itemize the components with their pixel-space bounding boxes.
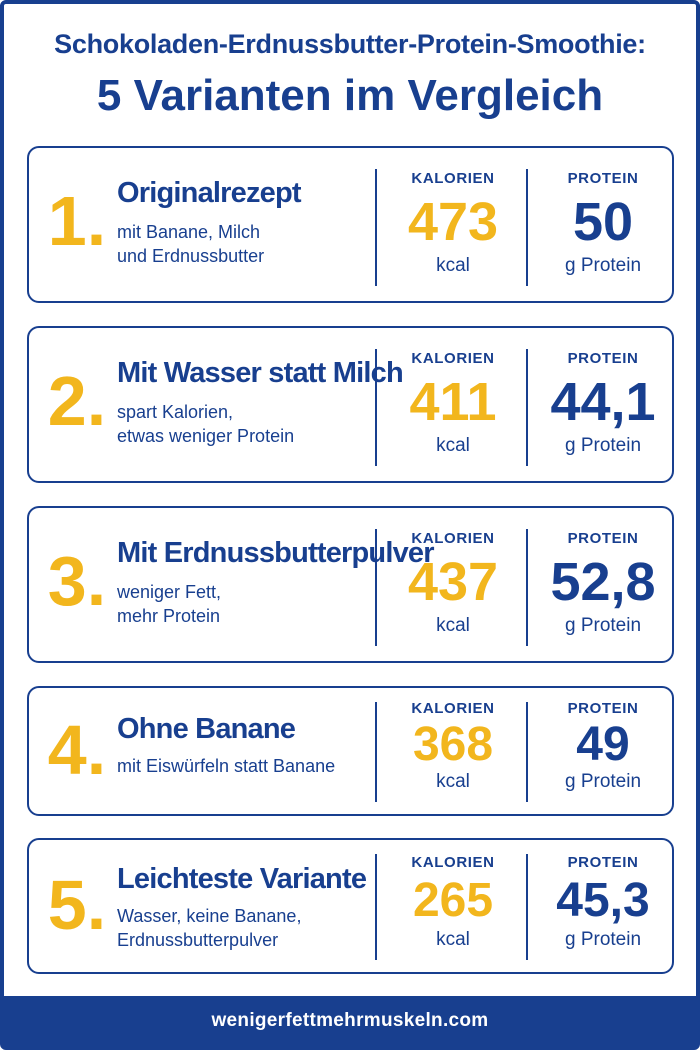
variant-subtitle-line1: mit Eiswürfeln statt Banane	[117, 756, 336, 776]
protein-unit: g Protein	[564, 435, 642, 456]
protein-label: PROTEIN	[567, 700, 639, 717]
protein-block: PROTEIN 50 g Protein	[529, 170, 677, 278]
variant-subtitle: mit Banane, Milch und Erdnussbutter	[117, 220, 379, 268]
calories-value: 437	[407, 552, 499, 612]
protein-label: PROTEIN	[567, 530, 639, 547]
page-title-line1: Schokoladen-Erdnussbutter-Protein-Smooth…	[54, 29, 646, 59]
protein-label: PROTEIN	[567, 350, 639, 367]
protein-block: PROTEIN 49 g Protein	[529, 700, 677, 794]
protein-value: 52,8	[550, 552, 656, 612]
calories-block: KALORIEN 437 kcal	[379, 530, 527, 638]
protein-unit: g Protein	[564, 929, 642, 950]
variant-description: Mit Wasser statt Milch spart Kalorien, e…	[117, 356, 404, 448]
variant-card-1: 1. Originalrezept mit Banane, Milch und …	[27, 146, 674, 303]
variant-card-4: 4. Ohne Banane mit Eiswürfeln statt Bana…	[27, 686, 674, 816]
variant-description: Originalrezept mit Banane, Milch und Erd…	[117, 176, 379, 268]
variant-title: Ohne Banane	[117, 713, 296, 745]
calories-block: KALORIEN 411 kcal	[379, 350, 527, 458]
calories-value: 473	[407, 192, 499, 252]
divider	[375, 702, 377, 802]
protein-block: PROTEIN 44,1 g Protein	[529, 350, 677, 458]
protein-unit: g Protein	[564, 615, 642, 636]
calories-unit: kcal	[436, 615, 470, 636]
divider	[526, 529, 528, 646]
protein-label: PROTEIN	[567, 170, 639, 187]
variant-description: Ohne Banane mit Eiswürfeln statt Banane	[117, 712, 379, 778]
variant-subtitle-line2: Erdnussbutterpulver	[117, 930, 279, 950]
variant-subtitle-line1: spart Kalorien,	[117, 402, 234, 422]
variant-subtitle-line1: weniger Fett,	[117, 582, 222, 602]
protein-block: PROTEIN 52,8 g Protein	[529, 530, 677, 638]
variant-subtitle: Wasser, keine Banane, Erdnussbutterpulve…	[117, 904, 379, 952]
variant-card-5: 5. Leichteste Variante Wasser, keine Ban…	[27, 838, 674, 974]
calories-label: KALORIEN	[411, 700, 495, 717]
variant-subtitle-line1: Wasser, keine Banane,	[117, 906, 302, 926]
divider	[375, 854, 377, 960]
variant-number: 2.	[47, 362, 107, 440]
calories-value: 411	[409, 372, 497, 432]
variant-subtitle-line2: und Erdnussbutter	[117, 246, 265, 266]
protein-block: PROTEIN 45,3 g Protein	[529, 854, 677, 952]
variant-subtitle: mit Eiswürfeln statt Banane	[117, 754, 379, 778]
divider	[526, 702, 528, 802]
protein-label: PROTEIN	[567, 854, 639, 871]
variant-number: 4.	[47, 711, 107, 789]
page-header: Schokoladen-Erdnussbutter-Protein-Smooth…	[0, 26, 700, 122]
calories-block: KALORIEN 473 kcal	[379, 170, 527, 278]
calories-block: KALORIEN 265 kcal	[379, 854, 527, 952]
calories-label: KALORIEN	[411, 854, 495, 871]
protein-unit: g Protein	[564, 771, 642, 792]
variant-subtitle-line2: etwas weniger Protein	[117, 426, 295, 446]
variant-number: 3.	[47, 542, 107, 620]
protein-value: 50	[572, 192, 634, 252]
variant-title: Originalrezept	[117, 177, 302, 209]
calories-label: KALORIEN	[411, 350, 495, 367]
page-title-line2: 5 Varianten im Vergleich	[96, 71, 604, 120]
variant-title: Mit Erdnussbutterpulver	[117, 537, 435, 569]
variant-number: 5.	[47, 866, 107, 944]
divider	[526, 349, 528, 466]
divider	[375, 349, 377, 466]
protein-unit: g Protein	[564, 255, 642, 276]
calories-value: 265	[412, 874, 494, 927]
variant-title: Leichteste Variante	[117, 863, 367, 895]
calories-value: 368	[412, 718, 494, 771]
calories-label: KALORIEN	[411, 530, 495, 547]
calories-label: KALORIEN	[411, 170, 495, 187]
variant-subtitle-line1: mit Banane, Milch	[117, 222, 261, 242]
variant-title: Mit Wasser statt Milch	[117, 357, 404, 389]
footer-url: wenigerfettmehrmuskeln.com	[4, 996, 696, 1046]
variant-subtitle-line2: mehr Protein	[117, 606, 221, 626]
variant-description: Leichteste Variante Wasser, keine Banane…	[117, 862, 379, 952]
calories-unit: kcal	[436, 255, 470, 276]
variant-card-2: 2. Mit Wasser statt Milch spart Kalorien…	[27, 326, 674, 483]
calories-unit: kcal	[436, 929, 470, 950]
variant-description: Mit Erdnussbutterpulver weniger Fett, me…	[117, 536, 435, 628]
divider	[375, 529, 377, 646]
calories-unit: kcal	[436, 435, 470, 456]
protein-value: 49	[576, 718, 630, 771]
divider	[526, 854, 528, 960]
divider	[526, 169, 528, 286]
calories-block: KALORIEN 368 kcal	[379, 700, 527, 794]
variant-card-3: 3. Mit Erdnussbutterpulver weniger Fett,…	[27, 506, 674, 663]
protein-value: 45,3	[556, 874, 650, 927]
variant-subtitle: spart Kalorien, etwas weniger Protein	[117, 400, 379, 448]
variant-subtitle: weniger Fett, mehr Protein	[117, 580, 379, 628]
variant-number: 1.	[47, 182, 107, 260]
protein-value: 44,1	[550, 372, 656, 432]
calories-unit: kcal	[436, 771, 470, 792]
divider	[375, 169, 377, 286]
